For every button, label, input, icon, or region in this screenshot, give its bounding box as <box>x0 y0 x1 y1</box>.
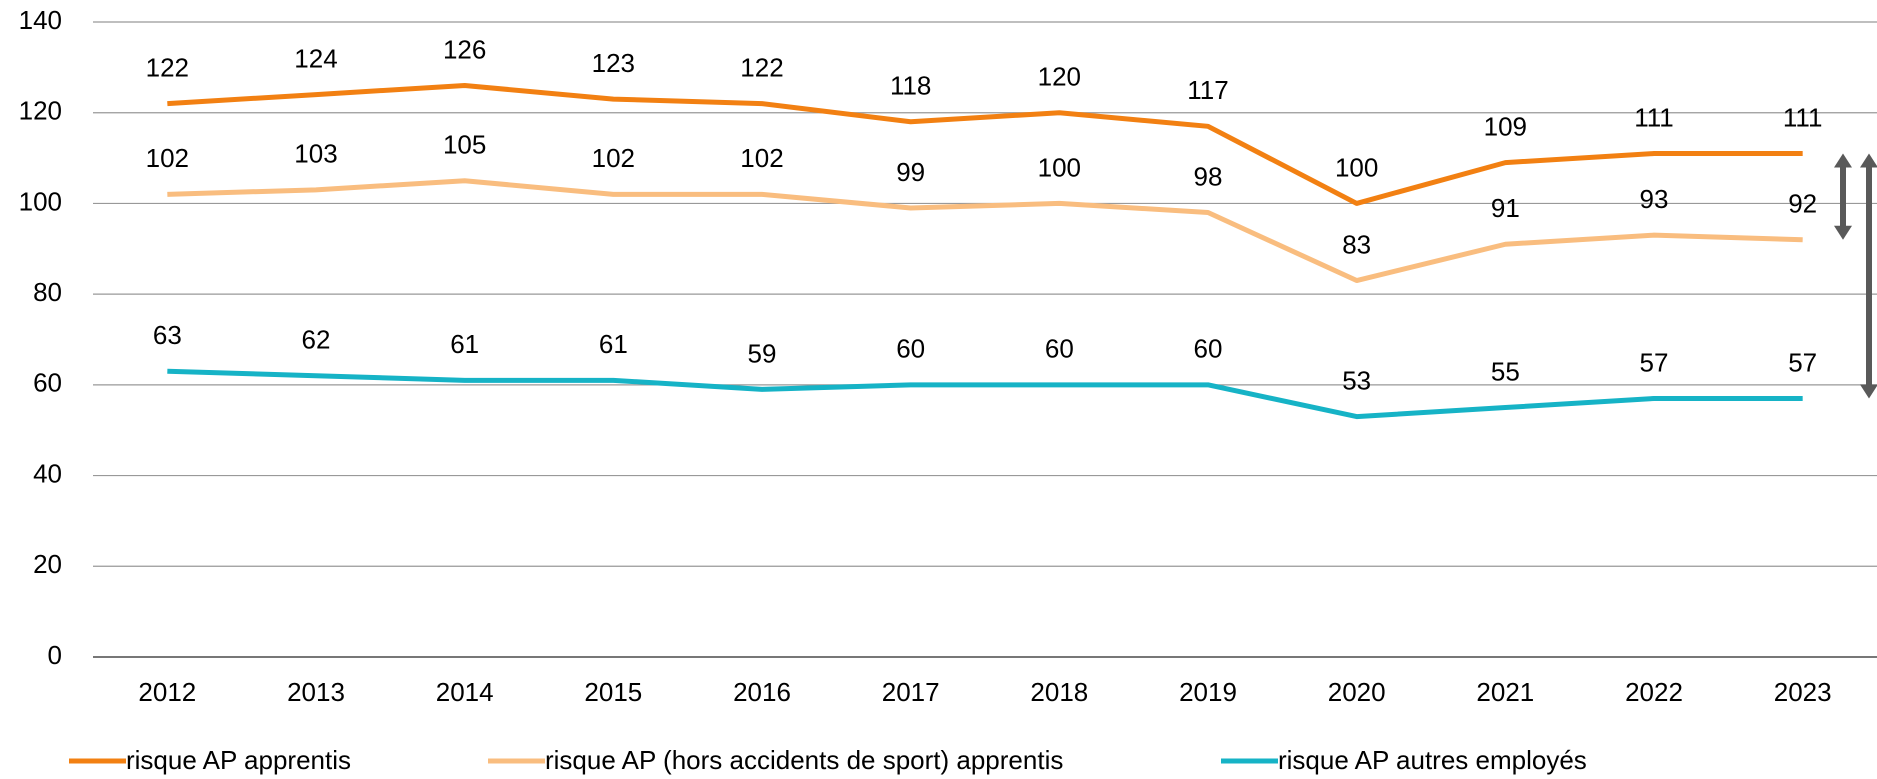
series-line <box>167 83 1803 206</box>
data-label: 62 <box>302 325 331 355</box>
x-tick-label: 2017 <box>882 677 940 707</box>
data-label: 92 <box>1788 189 1817 219</box>
data-label: 61 <box>450 329 479 359</box>
data-label: 57 <box>1788 347 1817 377</box>
data-label: 102 <box>146 143 189 173</box>
data-label: 55 <box>1491 356 1520 386</box>
x-tick-label: 2022 <box>1625 677 1683 707</box>
data-label: 123 <box>592 48 635 78</box>
series-line <box>167 368 1803 420</box>
y-tick-label: 0 <box>48 640 62 670</box>
y-tick-label: 60 <box>33 368 62 398</box>
legend-label: risque AP autres employés <box>1278 745 1587 775</box>
data-label: 63 <box>153 320 182 350</box>
y-tick-label: 140 <box>19 5 62 35</box>
data-label: 59 <box>748 338 777 368</box>
x-tick-label: 2021 <box>1476 677 1534 707</box>
data-label: 60 <box>1194 334 1223 364</box>
x-tick-label: 2019 <box>1179 677 1237 707</box>
arrow-head <box>1860 153 1877 168</box>
data-label: 83 <box>1342 229 1371 259</box>
y-tick-label: 40 <box>33 458 62 488</box>
data-label: 103 <box>294 139 337 169</box>
data-label: 117 <box>1187 75 1228 105</box>
x-tick-label: 2018 <box>1030 677 1088 707</box>
y-tick-label: 20 <box>33 549 62 579</box>
y-tick-label: 100 <box>19 186 62 216</box>
x-tick-label: 2012 <box>138 677 196 707</box>
data-label: 60 <box>1045 334 1074 364</box>
data-label: 100 <box>1335 152 1378 182</box>
x-tick-label: 2015 <box>584 677 642 707</box>
data-label: 53 <box>1342 365 1371 395</box>
data-label: 61 <box>599 329 628 359</box>
data-label: 57 <box>1640 347 1669 377</box>
x-tick-label: 2014 <box>436 677 494 707</box>
data-label: 120 <box>1038 62 1081 92</box>
data-label: 122 <box>146 53 189 83</box>
x-tick-label: 2016 <box>733 677 791 707</box>
legend-label: risque AP (hors accidents de sport) appr… <box>545 745 1063 775</box>
y-tick-label: 80 <box>33 277 62 307</box>
data-label: 102 <box>592 143 635 173</box>
data-label: 111 <box>1634 102 1674 132</box>
arrow-head <box>1834 153 1852 168</box>
y-tick-label: 120 <box>19 96 62 126</box>
data-label: 100 <box>1038 152 1081 182</box>
x-tick-label: 2013 <box>287 677 345 707</box>
x-tick-label: 2023 <box>1774 677 1832 707</box>
data-label: 98 <box>1194 161 1223 191</box>
data-label: 111 <box>1783 102 1823 132</box>
data-label: 122 <box>740 53 783 83</box>
data-label: 60 <box>896 334 925 364</box>
data-label: 118 <box>890 71 931 101</box>
arrow-head <box>1860 384 1877 399</box>
data-label: 93 <box>1640 184 1669 214</box>
data-label: 99 <box>896 157 925 187</box>
data-label: 124 <box>294 43 337 73</box>
data-label: 105 <box>443 130 486 160</box>
data-label: 109 <box>1484 111 1527 141</box>
series-line <box>167 178 1803 284</box>
legend-label: risque AP apprentis <box>126 745 351 775</box>
data-label: 91 <box>1491 193 1520 223</box>
data-label: 102 <box>740 143 783 173</box>
x-tick-label: 2020 <box>1328 677 1386 707</box>
arrow-head <box>1834 225 1852 240</box>
data-label: 126 <box>443 34 486 64</box>
